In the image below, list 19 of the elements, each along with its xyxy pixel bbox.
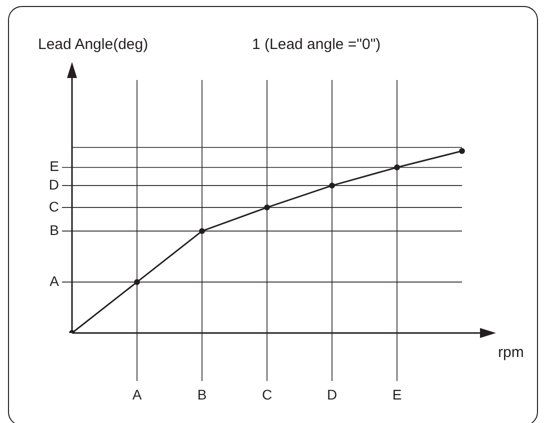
point (329, 182, 335, 189)
ref-line-label: A (50, 272, 60, 289)
point (459, 148, 465, 154)
ref-line-label: E (50, 158, 59, 174)
x-axis-title: rpm (498, 344, 524, 361)
point (134, 279, 140, 285)
x-tick-label: D (326, 386, 338, 402)
point (199, 228, 205, 234)
chart-title: 1 (Lead angle ="0") (252, 36, 381, 53)
x-tick-label: C (262, 386, 272, 402)
ref-line-label: B (50, 222, 59, 238)
ref-line-label: C (48, 198, 59, 214)
point (394, 164, 400, 170)
point (264, 204, 270, 210)
x-tick-label: A (132, 386, 142, 402)
x-tick-label: E (392, 386, 402, 402)
ref-line-label: D (48, 176, 59, 192)
x-tick-label: B (197, 386, 207, 402)
text: Lead Angle(deg) (38, 36, 148, 53)
